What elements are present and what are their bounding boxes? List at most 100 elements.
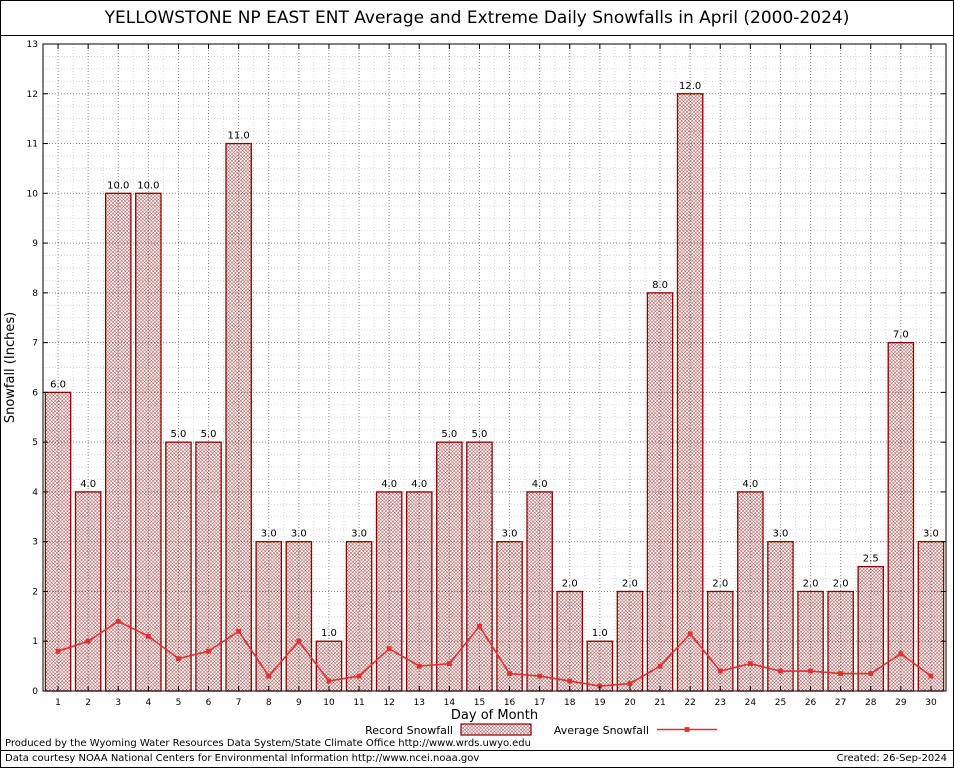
bar-value-label: 6.0 [50, 379, 66, 390]
x-tick-label: 25 [775, 698, 786, 708]
record-snowfall-bar [225, 142, 252, 692]
record-snowfall-bar [556, 590, 584, 692]
average-snowfall-marker [898, 651, 904, 657]
x-tick-label: 29 [895, 698, 907, 708]
record-snowfall-bar [135, 192, 162, 692]
y-tick-label: 8 [32, 289, 38, 299]
x-tick-label: 27 [835, 698, 846, 708]
legend-record-swatch [460, 723, 532, 736]
record-snowfall-bar [797, 590, 824, 692]
average-snowfall-marker [55, 648, 61, 654]
x-tick-label: 21 [654, 698, 665, 708]
bar-value-label: 4.0 [742, 479, 758, 490]
average-snowfall-marker [507, 671, 512, 676]
x-tick-label: 20 [624, 698, 636, 708]
y-tick-label: 5 [32, 438, 38, 448]
average-snowfall-marker [567, 678, 573, 684]
record-snowfall-bar [676, 93, 704, 692]
average-snowfall-marker [115, 618, 121, 624]
bar-value-label: 1.0 [321, 628, 337, 639]
average-snowfall-marker [85, 638, 91, 644]
average-snowfall-marker [296, 638, 302, 644]
record-snowfall-bar [586, 640, 614, 692]
x-tick-label: 4 [145, 698, 151, 708]
record-snowfall-bar [706, 590, 734, 692]
record-snowfall-bar [616, 590, 644, 692]
snowfall-chart: 6.04.010.0 10.05.0 5.011.03.0 3.01.03.04.0 4… [3, 40, 947, 737]
y-tick-label: 0 [32, 687, 38, 697]
record-snowfall-bar [917, 541, 945, 692]
x-tick-label: 7 [236, 698, 242, 708]
average-snowfall-marker [687, 631, 693, 637]
average-snowfall-marker [446, 661, 452, 667]
chart-title: YELLOWSTONE NP EAST ENT Average and Extr… [1, 1, 953, 36]
record-snowfall-bar [165, 441, 192, 692]
bar-value-label: 5.0 [441, 429, 457, 440]
bar-value-label: 4.0 [532, 479, 548, 490]
average-snowfall-marker [206, 648, 211, 654]
average-snowfall-marker [778, 668, 783, 674]
y-tick-label: 12 [27, 90, 38, 100]
y-tick-label: 11 [27, 140, 38, 150]
bar-value-label: 4.0 [80, 479, 96, 490]
bar-value-label: 2.0 [833, 578, 849, 589]
bar-value-label: 2.0 [712, 578, 728, 589]
record-snowfall-bar [315, 640, 343, 692]
record-snowfall-bar [767, 541, 794, 692]
x-tick-label: 18 [564, 698, 576, 708]
footer-data-courtesy: Data courtesy NOAA National Centers for … [5, 753, 480, 764]
record-snowfall-bar [827, 590, 854, 692]
bar-value-label: 8.0 [652, 280, 668, 291]
average-snowfall-markers [55, 618, 934, 689]
average-snowfall-marker [537, 673, 543, 679]
bar-value-label: 7.0 [893, 330, 909, 341]
x-tick-label: 22 [684, 698, 695, 708]
bar-value-label: 2.0 [622, 578, 638, 589]
bar-value-label: 11.0 [228, 131, 250, 142]
bar-value-label: 12.0 [679, 81, 701, 92]
x-tick-label: 9 [296, 698, 302, 708]
x-tick-label: 24 [745, 698, 757, 708]
x-tick-label: 28 [865, 698, 877, 708]
record-snowfall-bar [74, 491, 102, 692]
x-tick-label: 16 [504, 698, 516, 708]
bar-value-label: 10.0 [107, 180, 129, 191]
average-snowfall-line [57, 620, 932, 687]
average-snowfall-marker [145, 633, 151, 639]
bar-value-label: 2.0 [803, 578, 819, 589]
average-snowfall-marker [808, 668, 813, 674]
record-snowfall-bar [405, 491, 433, 692]
average-snowfall-marker [266, 673, 272, 679]
average-snowfall-marker [627, 681, 633, 686]
record-snowfall-bar [44, 391, 72, 692]
record-snowfall-bar [887, 341, 915, 692]
legend-average-label: Average Snowfall [554, 724, 649, 737]
record-snowfall-bar [375, 491, 403, 692]
average-snowfall-marker [657, 663, 663, 669]
average-snowfall-marker [236, 628, 242, 634]
bar-value-label: 3.0 [261, 529, 277, 540]
average-snowfall-marker [326, 678, 332, 684]
footer: Produced by the Wyoming Water Resources … [1, 737, 953, 767]
bar-value-label: 1.0 [592, 628, 608, 639]
average-snowfall-marker [747, 661, 753, 667]
record-snowfall-bar [496, 541, 523, 692]
x-tick-label: 23 [715, 698, 726, 708]
average-snowfall-marker [838, 671, 844, 676]
footer-bottom-row: Data courtesy NOAA National Centers for … [1, 750, 953, 767]
record-snowfall-bar [857, 565, 885, 692]
average-snowfall-marker [717, 668, 723, 674]
y-tick-label: 6 [32, 388, 38, 398]
legend-average-marker [684, 727, 690, 732]
x-tick-label: 17 [534, 698, 545, 708]
record-snowfall-bar [466, 441, 493, 692]
bar-value-label: 2.0 [562, 578, 578, 589]
x-tick-label: 5 [176, 698, 182, 708]
bar-value-label: 5.0 [170, 429, 186, 440]
x-tick-label: 14 [444, 698, 456, 708]
x-tick-label: 1 [55, 698, 61, 708]
record-snowfall-bars [44, 93, 945, 692]
average-snowfall-marker [477, 623, 482, 629]
y-tick-label: 3 [32, 538, 38, 548]
